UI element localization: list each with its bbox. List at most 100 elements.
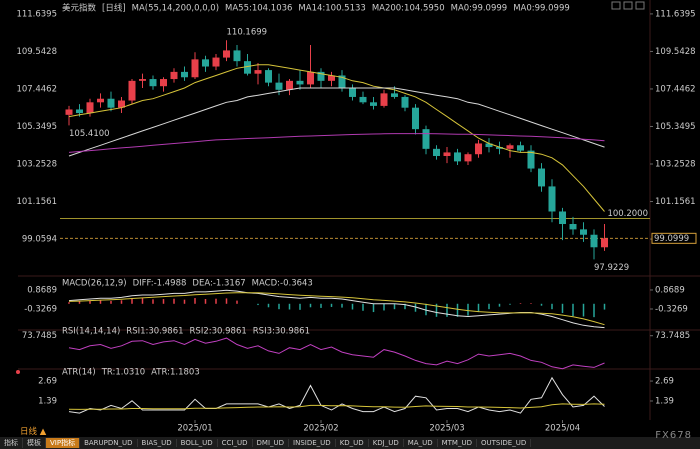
y-tick-label: 73.7485 [22, 331, 57, 341]
candle-body [307, 71, 314, 85]
legend-text: DEA:-1.3167 [192, 279, 245, 289]
toolbar: 指标 模板 VIP指标 BARUPDN_UD BIAS_UD BOLL_UD CCI_UD D… [0, 437, 700, 449]
toolbar-button[interactable]: VIP指标 [46, 438, 81, 448]
candle-body [559, 211, 566, 225]
candle-body [212, 57, 220, 67]
toolbar-button[interactable]: KDJ_UD [369, 439, 404, 447]
toolbar-button[interactable]: BOLL_UD [177, 439, 218, 447]
legend-text: [日线] [102, 3, 126, 14]
y-tick-label: 111.6395 [16, 9, 57, 19]
candle-body [412, 107, 419, 130]
candle-body [601, 238, 608, 248]
y-tick-label: 103.2528 [655, 160, 696, 170]
candle-body [590, 234, 598, 248]
y-tick-label: 109.5428 [16, 47, 57, 57]
candle-body [506, 145, 514, 149]
candle-body [433, 148, 440, 157]
candle-body [517, 145, 524, 151]
legend-text: MA0:99.0999 [513, 4, 570, 14]
series-line [68, 133, 605, 153]
y-tick-label: -0.3269 [655, 304, 688, 314]
legend-text: MA0:99.0999 [451, 4, 508, 14]
candle-body [391, 93, 398, 97]
candle-body [328, 75, 335, 81]
candle-body [244, 61, 251, 74]
candle-body [349, 87, 356, 97]
period-selector[interactable]: 日线 ▲ [20, 427, 47, 437]
annotation: 110.1699 [227, 28, 268, 38]
toolbar-button[interactable]: BARUPDN_UD [80, 439, 138, 447]
annotation: 97.9229 [594, 263, 629, 273]
toolbar-button[interactable]: INSIDE_UD [289, 439, 336, 447]
y-tick-label: 101.1561 [16, 197, 57, 207]
x-tick-label: 2025/02 [303, 424, 338, 434]
toolbar-button[interactable]: MTM_UD [438, 439, 477, 447]
candle-body [401, 96, 409, 108]
legend-text: 美元指数 [62, 3, 97, 14]
legend-text: RSI3:30.9861 [253, 327, 310, 337]
legend-text: ATR(14) [62, 368, 96, 378]
icon[interactable] [611, 1, 621, 10]
y-tick-label: 103.2528 [16, 160, 57, 170]
y-tick-label: 73.7485 [655, 331, 690, 341]
icon[interactable] [623, 1, 633, 10]
toolbar-button[interactable]: KD_UD [336, 439, 369, 447]
candle-body [233, 50, 241, 62]
y-tick-label: 107.4462 [16, 84, 57, 94]
y-tick-label: 105.3495 [16, 122, 57, 132]
y-tick-label: 0.8689 [655, 285, 685, 295]
toolbar-button[interactable]: BIAS_UD [138, 439, 177, 447]
candle-body [527, 150, 535, 169]
candle-body [139, 79, 146, 81]
y-tick-label: 1.39 [38, 396, 57, 406]
x-tick-label: 2025/03 [429, 424, 464, 434]
candle-body [296, 80, 304, 85]
candle-body [275, 82, 283, 90]
price-box [651, 232, 697, 244]
candle-body [265, 70, 272, 83]
toolbar-button[interactable]: DMI_UD [253, 439, 290, 447]
candle-body [538, 168, 545, 187]
icon[interactable] [635, 1, 645, 10]
candle-body [370, 102, 377, 106]
y-tick-label: 111.6395 [655, 9, 696, 19]
y-tick-label: 99.0594 [22, 235, 57, 245]
toolbar-button[interactable]: OUTSIDE_UD [477, 439, 532, 447]
series-line [68, 87, 605, 157]
y-tick-label: 109.5428 [655, 47, 696, 57]
legend-text: DIFF:-1.4988 [133, 279, 187, 289]
candle-body [86, 102, 94, 114]
series-line [68, 376, 605, 414]
x-tick-label: 2025/04 [545, 424, 580, 434]
legend-text: MACD(26,12,9) [62, 279, 127, 289]
candle-body [580, 229, 587, 235]
candle-body [202, 59, 209, 67]
candle-body [118, 100, 125, 108]
toolbar-button[interactable]: MA_UD [404, 439, 438, 447]
candle-body [76, 109, 83, 114]
candle-body [485, 143, 493, 148]
marker [16, 370, 20, 374]
series-line [68, 337, 605, 370]
price-label: 99.0999 [654, 234, 689, 244]
candle-body [454, 152, 461, 162]
toolbar-button[interactable]: 模板 [23, 438, 46, 448]
candle-body [128, 80, 136, 101]
series-line [68, 403, 605, 410]
brand: FX678 [655, 430, 692, 441]
toolbar-button[interactable]: CCI_UD [218, 439, 253, 447]
y-tick-label: 2.69 [38, 377, 57, 387]
legend-text: RSI2:30.9861 [190, 327, 247, 337]
candle-body [181, 71, 188, 78]
y-tick-label: -0.3269 [24, 304, 57, 314]
candle-body [149, 79, 157, 87]
candle-body [223, 50, 230, 58]
toolbar-button[interactable]: 指标 [0, 438, 23, 448]
candle-body [475, 143, 482, 155]
y-tick-label: 107.4462 [655, 84, 696, 94]
candle-body [464, 154, 472, 162]
candle-body [286, 80, 293, 90]
legend-text: MACD:-0.3643 [252, 279, 313, 289]
